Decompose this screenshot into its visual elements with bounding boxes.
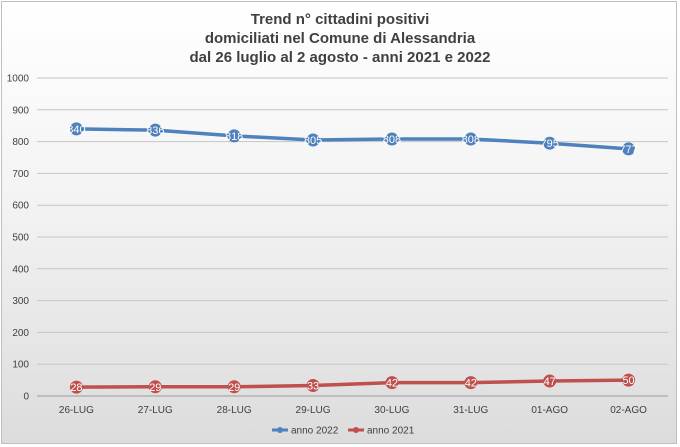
data-point bbox=[69, 380, 83, 394]
series-line-1 bbox=[74, 127, 631, 151]
data-point bbox=[543, 136, 557, 150]
y-tick-label: 0 bbox=[23, 392, 29, 403]
data-point bbox=[227, 380, 241, 394]
data-label: 29 bbox=[228, 382, 240, 394]
chart-title-line-2: domiciliati nel Comune di Alessandria bbox=[204, 30, 476, 47]
y-tick-label: 100 bbox=[12, 360, 29, 371]
y-tick-label: 200 bbox=[12, 328, 29, 339]
x-tick-label: 28-LUG bbox=[217, 405, 252, 416]
series-line-2 bbox=[74, 378, 631, 389]
data-label: 29 bbox=[149, 382, 161, 394]
data-point bbox=[622, 142, 636, 156]
data-point bbox=[464, 376, 478, 390]
x-tick-label: 26-LUG bbox=[59, 405, 94, 416]
data-label: 840 bbox=[67, 124, 85, 136]
data-point bbox=[385, 132, 399, 146]
data-point bbox=[385, 376, 399, 390]
chart-title: Trend n° cittadini positivi domiciliati … bbox=[0, 10, 680, 67]
data-label: 818 bbox=[225, 131, 243, 143]
data-label: 808 bbox=[462, 134, 480, 146]
y-tick-label: 600 bbox=[12, 201, 29, 212]
data-label: 42 bbox=[465, 378, 477, 390]
x-tick-label: 02-AGO bbox=[610, 405, 647, 416]
y-tick-label: 500 bbox=[12, 233, 29, 244]
data-point bbox=[148, 380, 162, 394]
data-label: 33 bbox=[307, 381, 319, 393]
y-tick-label: 300 bbox=[12, 296, 29, 307]
data-label: 795 bbox=[541, 138, 559, 150]
data-point bbox=[622, 373, 636, 387]
chart-title-line-3: dal 26 luglio al 2 agosto - anni 2021 e … bbox=[189, 49, 491, 66]
data-label: 777 bbox=[619, 144, 637, 156]
data-label: 50 bbox=[622, 375, 634, 387]
y-tick-label: 700 bbox=[12, 169, 29, 180]
x-tick-label: 30-LUG bbox=[374, 405, 409, 416]
data-label: 47 bbox=[544, 376, 556, 388]
y-tick-label: 800 bbox=[12, 137, 29, 148]
data-label: 805 bbox=[304, 135, 322, 147]
y-tick-label: 900 bbox=[12, 105, 29, 116]
data-point bbox=[148, 123, 162, 137]
data-label: 28 bbox=[70, 382, 82, 394]
legend-label: anno 2021 bbox=[367, 426, 415, 437]
x-tick-label: 01-AGO bbox=[531, 405, 568, 416]
y-tick-label: 1000 bbox=[7, 74, 30, 85]
x-tick-label: 29-LUG bbox=[296, 405, 331, 416]
data-point bbox=[543, 374, 557, 388]
legend-marker bbox=[353, 427, 359, 433]
data-point bbox=[464, 132, 478, 146]
data-point bbox=[306, 379, 320, 393]
data-point bbox=[69, 122, 83, 136]
data-label: 836 bbox=[146, 125, 164, 137]
y-tick-label: 400 bbox=[12, 264, 29, 275]
data-label: 808 bbox=[383, 134, 401, 146]
data-point bbox=[227, 129, 241, 143]
x-tick-label: 27-LUG bbox=[138, 405, 173, 416]
legend-marker bbox=[277, 427, 283, 433]
data-point bbox=[306, 133, 320, 147]
chart-title-line-1: Trend n° cittadini positivi bbox=[250, 11, 430, 28]
data-label: 42 bbox=[386, 378, 398, 390]
legend-label: anno 2022 bbox=[291, 426, 339, 437]
x-tick-label: 31-LUG bbox=[453, 405, 488, 416]
